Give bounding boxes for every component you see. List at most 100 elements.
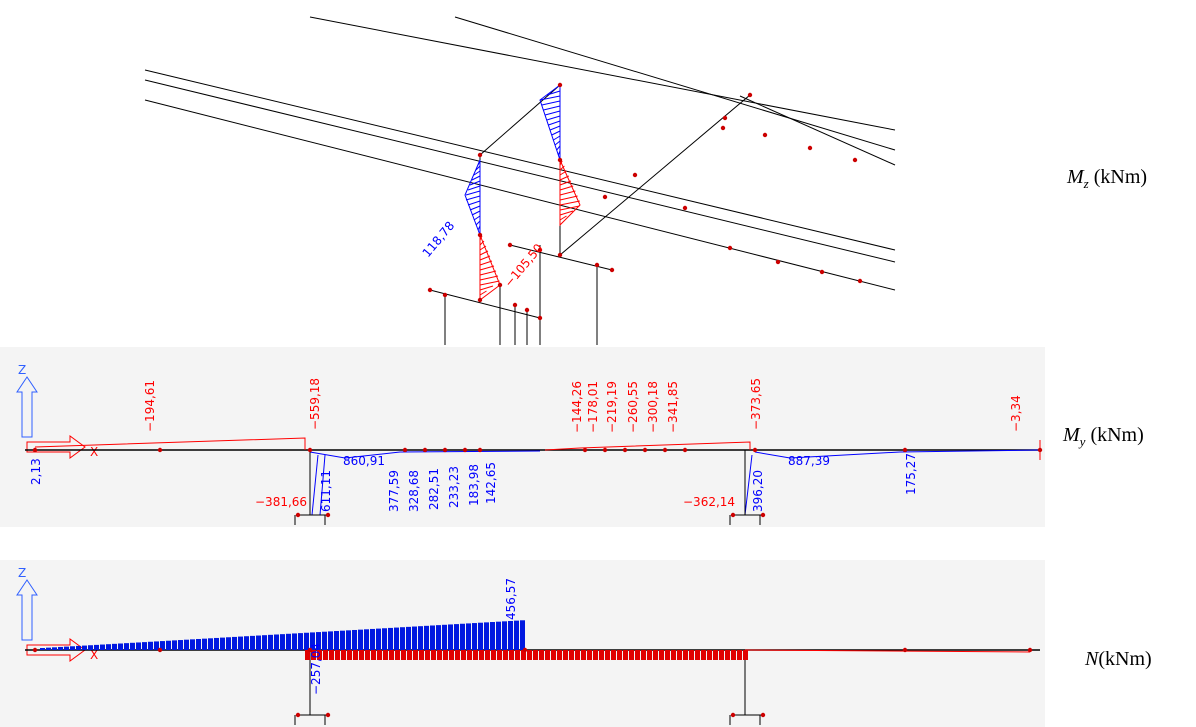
- force-bar: [587, 650, 592, 660]
- force-bar: [82, 645, 87, 650]
- force-bar: [76, 645, 81, 650]
- node: [307, 447, 313, 453]
- force-bar: [334, 631, 339, 650]
- force-bar: [376, 628, 381, 650]
- force-bar: [623, 650, 628, 660]
- node: [537, 315, 543, 321]
- beams: Z X Z X: [16, 82, 1043, 725]
- force-bar: [671, 650, 676, 660]
- force-bar: [466, 623, 471, 650]
- line: [744, 649, 1031, 653]
- value-label: 175,27: [904, 453, 918, 495]
- force-bar: [305, 650, 310, 660]
- line: [559, 190, 576, 196]
- panel-label: Mz (kNm): [1067, 166, 1147, 192]
- node: [760, 512, 766, 518]
- line: [548, 120, 561, 126]
- z-arrow: [16, 376, 38, 438]
- value-label: −373,65: [749, 378, 763, 430]
- line: [479, 290, 487, 296]
- value-label: 611,11: [319, 470, 333, 512]
- force-bar: [545, 650, 550, 660]
- node: [819, 269, 825, 275]
- force-bar: [352, 629, 357, 650]
- moment-line: [754, 449, 1041, 459]
- node: [602, 194, 608, 200]
- z-arrow: [16, 579, 38, 641]
- force-bar: [94, 644, 99, 650]
- force-bar: [130, 642, 135, 650]
- unit: (kNm): [1098, 648, 1152, 670]
- force-bar: [665, 650, 670, 660]
- force-bar: [496, 621, 501, 650]
- force-bar: [490, 622, 495, 650]
- line: [559, 175, 570, 181]
- node: [524, 307, 530, 313]
- force-bar: [503, 650, 508, 660]
- node: [760, 712, 766, 718]
- value-label: 2,13: [29, 458, 43, 485]
- line: [319, 454, 326, 516]
- node: [477, 232, 483, 238]
- force-bar: [485, 650, 490, 660]
- line: [557, 150, 561, 156]
- line: [549, 125, 561, 131]
- force-bar: [430, 625, 435, 650]
- value-label: 118,78: [420, 219, 458, 260]
- line: [479, 245, 487, 251]
- panel-label: N(kNm): [1085, 648, 1152, 671]
- line: [469, 205, 481, 211]
- force-bar: [659, 650, 664, 660]
- force-bar: [329, 650, 334, 660]
- force-bar: [317, 650, 322, 660]
- value-label: −300,18: [646, 381, 660, 433]
- moment-area: [479, 234, 501, 301]
- node: [512, 302, 518, 308]
- force-bar: [479, 650, 484, 660]
- line: [559, 180, 572, 186]
- value-label: −559,18: [308, 378, 322, 430]
- force-bar: [557, 650, 562, 660]
- force-bar: [617, 650, 622, 660]
- node: [609, 267, 615, 273]
- node: [32, 447, 38, 453]
- force-bar: [118, 643, 123, 650]
- force-bar: [347, 650, 352, 660]
- force-bar: [419, 650, 424, 660]
- value-label: −257,04: [309, 643, 323, 695]
- unit: (kNm): [1093, 166, 1148, 188]
- force-bar: [442, 624, 447, 650]
- force-bar: [521, 650, 526, 660]
- line: [473, 170, 481, 176]
- node: [442, 447, 448, 453]
- force-bar: [142, 642, 147, 650]
- line: [479, 285, 494, 291]
- force-bar: [262, 635, 267, 650]
- value-label: 282,51: [427, 468, 441, 510]
- line: [559, 195, 578, 201]
- node: [902, 447, 908, 453]
- force-bar: [508, 620, 513, 650]
- node: [477, 152, 483, 158]
- force-bar: [346, 630, 351, 650]
- force-bar: [208, 638, 213, 650]
- force-bar: [563, 650, 568, 660]
- value-label: −144,26: [570, 381, 584, 433]
- force-bar: [425, 650, 430, 660]
- force-bar: [527, 650, 532, 660]
- node: [477, 447, 483, 453]
- force-bar: [388, 627, 393, 650]
- force-bar: [40, 648, 45, 650]
- force-bar: [454, 624, 459, 650]
- node: [157, 447, 163, 453]
- force-bar: [437, 650, 442, 660]
- line: [477, 225, 481, 231]
- line: [471, 210, 481, 216]
- value-label: 328,68: [407, 470, 421, 512]
- force-bar: [371, 650, 376, 660]
- force-bar: [394, 627, 399, 650]
- force-bar: [52, 647, 57, 650]
- line: [479, 235, 483, 241]
- node: [807, 145, 813, 151]
- node: [402, 447, 408, 453]
